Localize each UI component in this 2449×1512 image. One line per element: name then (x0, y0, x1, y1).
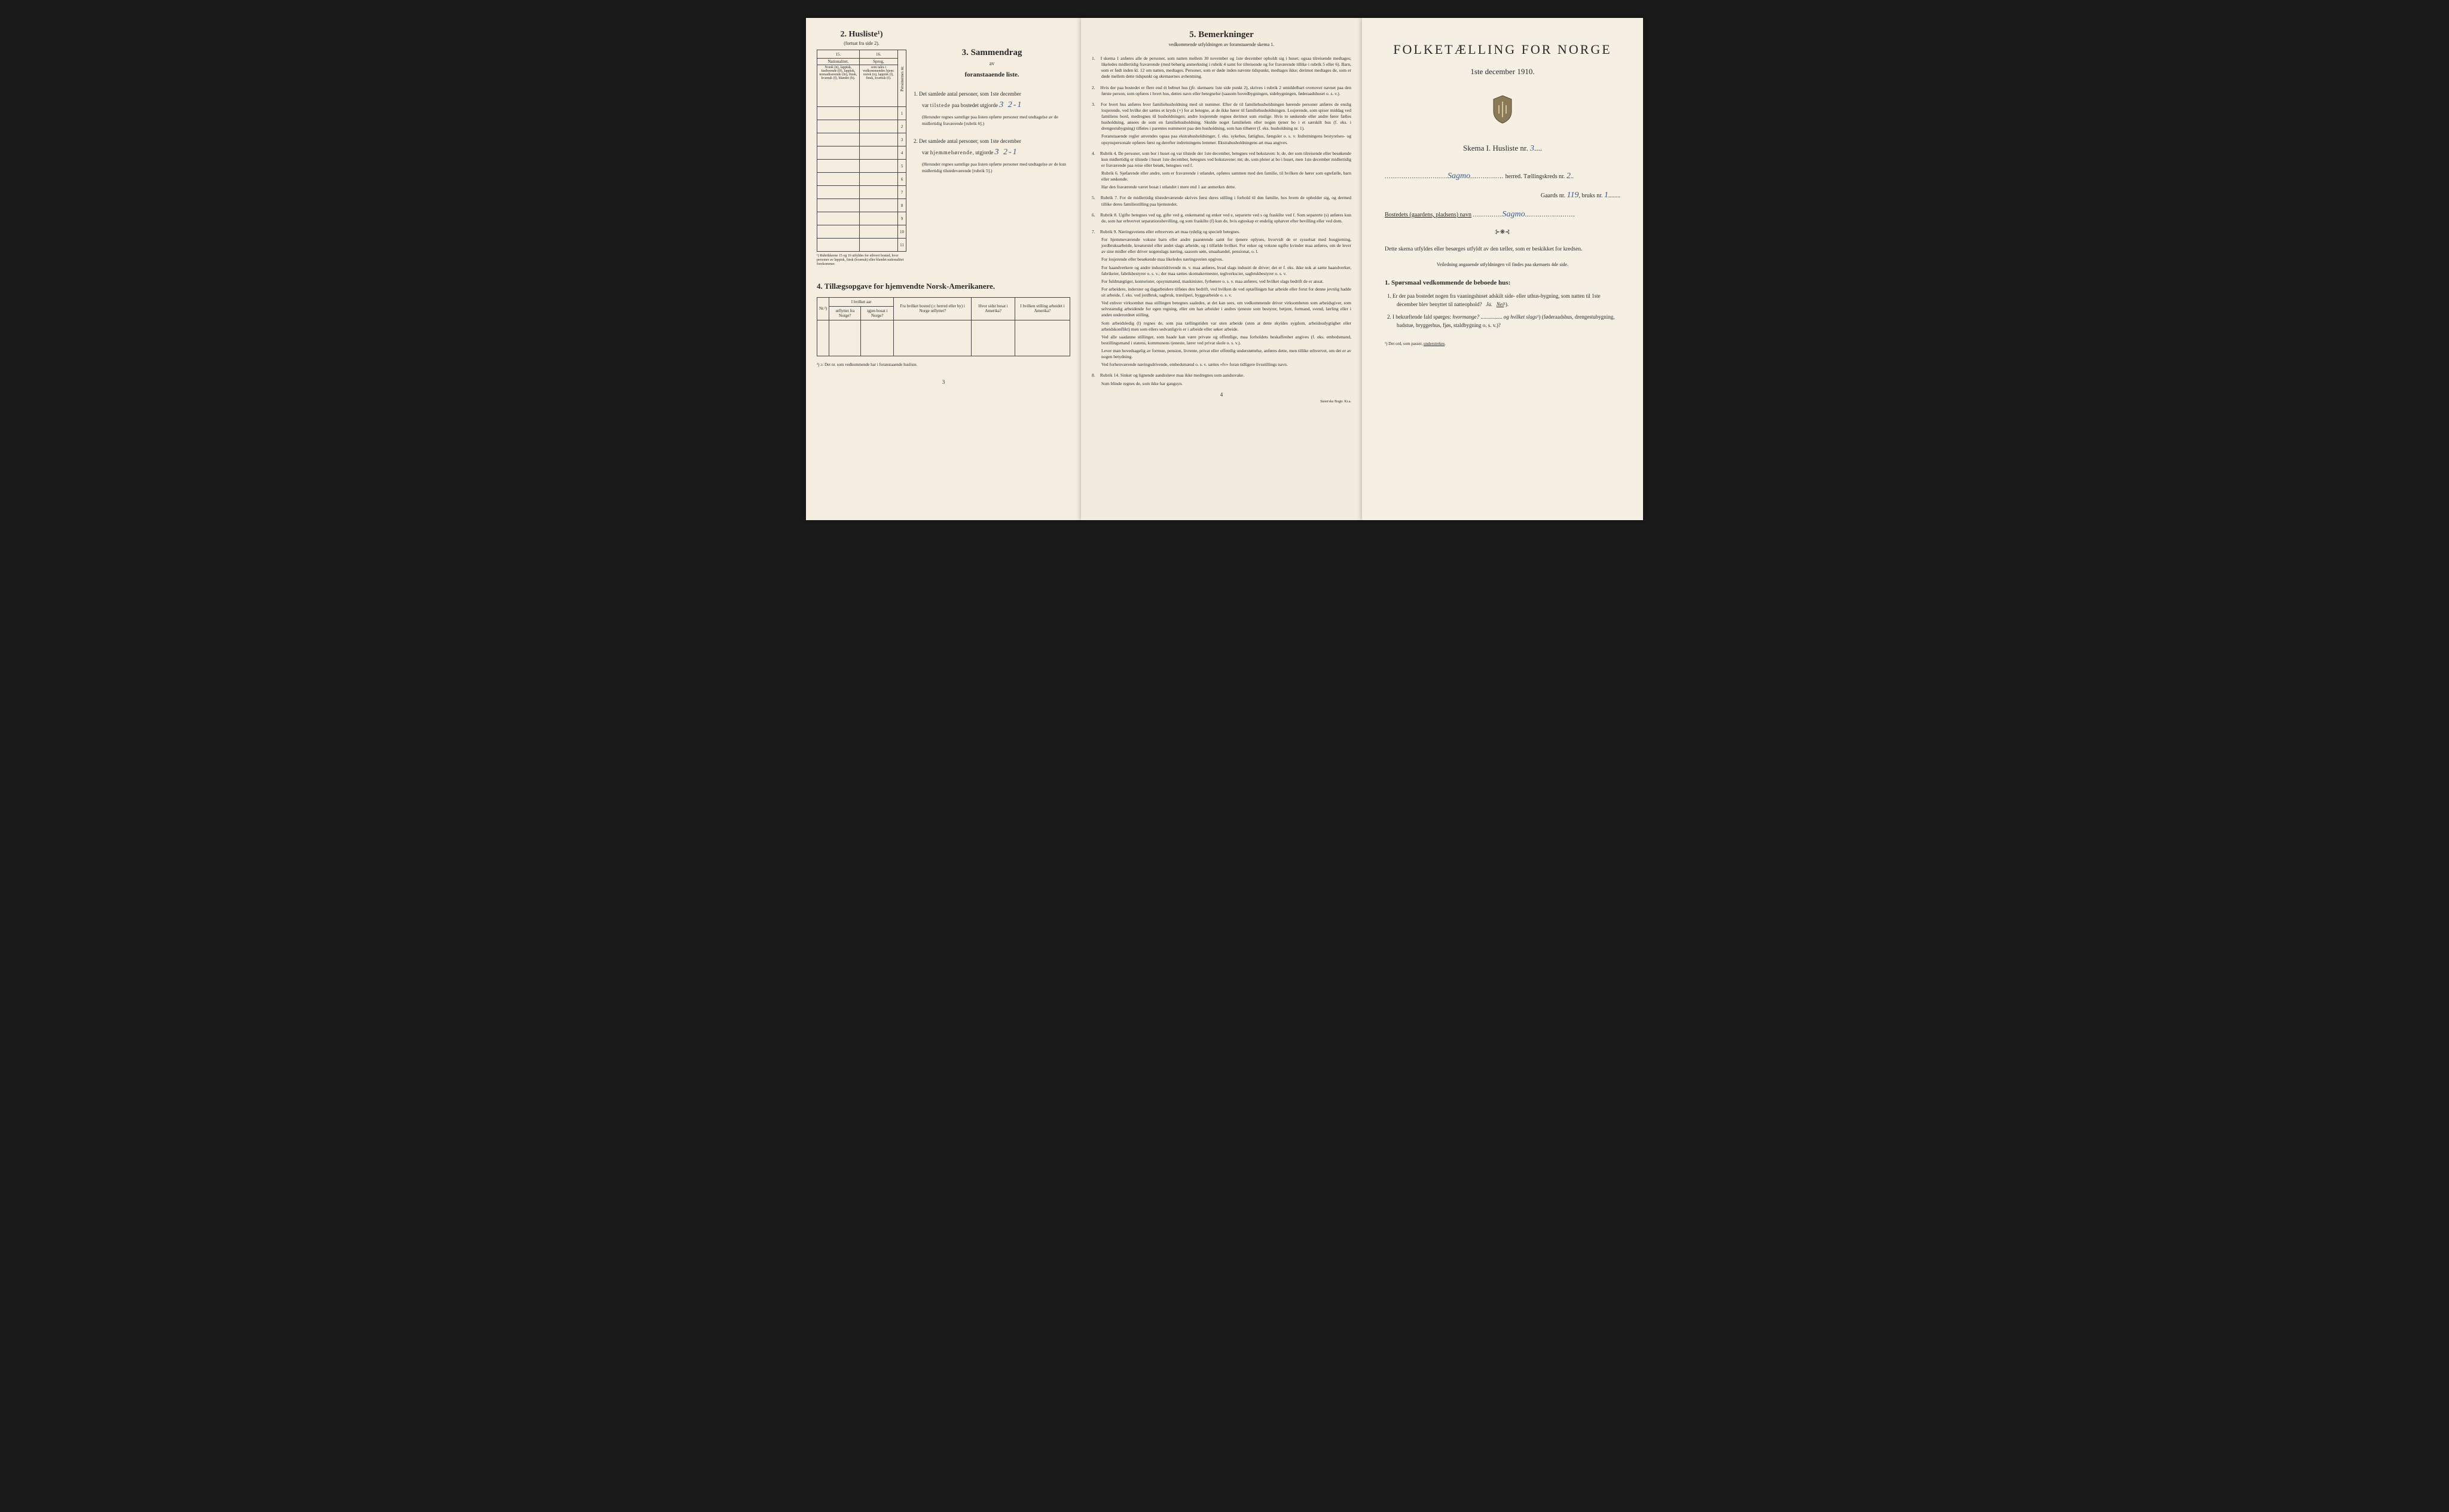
remark-item: 1. I skema 1 anføres alle de personer, s… (1092, 56, 1351, 80)
remark-item: 7. Rubrik 9. Næringsveiens eller erhverv… (1092, 229, 1351, 368)
sec5-title: 5. Bemerkninger (1092, 30, 1351, 40)
page-3: 2. Husliste¹) (fortsat fra side 2). 15.1… (806, 18, 1081, 520)
page-4: 5. Bemerkninger vedkommende utfyldningen… (1081, 18, 1362, 520)
sec3-title: 3. Sammendrag (914, 48, 1070, 58)
page-number: 4 (1092, 392, 1351, 398)
remarks-list: 1. I skema 1 anføres alle de personer, s… (1092, 56, 1351, 387)
summary-item-2: 2. Det samlede antal personer, som 1ste … (914, 138, 1070, 174)
remark-item: 5. Rubrik 7. For de midlertidig tilstede… (1092, 195, 1351, 207)
coat-of-arms-icon (1373, 94, 1632, 126)
nationality-table: 15.16.Personernes nr. Nationalitet.Sprog… (817, 50, 906, 252)
ornament-icon: ⊱❋⊰ (1373, 229, 1632, 236)
husliste-title: 2. Husliste¹) (817, 30, 906, 39)
intro-text: Dette skema utfyldes eller besørges utfy… (1385, 245, 1620, 253)
herred-field: ..............................Sagmo.....… (1373, 172, 1632, 181)
page-number: 3 (817, 379, 1070, 385)
summary-item-1: 1. Det samlede antal personer, som 1ste … (914, 90, 1070, 127)
remark-item: 6. Rubrik 8. Ugifte betegnes ved ug, gif… (1092, 212, 1351, 224)
page3-footnote: ¹) Det ord, som passer, understrekes. (1385, 341, 1620, 346)
census-document: 2. Husliste¹) (fortsat fra side 2). 15.1… (806, 18, 1643, 520)
question-heading: 1. Spørsmaal vedkommende de beboede hus: (1385, 279, 1620, 286)
remark-item: 4. Rubrik 4. De personer, som bor i huse… (1092, 151, 1351, 191)
bosted-field: Bostedets (gaardens, pladsens) navn ....… (1373, 210, 1632, 219)
main-title: FOLKETÆLLING FOR NORGE (1373, 42, 1632, 57)
remark-item: 8. Rubrik 14. Sinker og lignende aandssl… (1092, 372, 1351, 386)
census-date: 1ste december 1910. (1373, 67, 1632, 77)
husliste-sub: (fortsat fra side 2). (817, 41, 906, 46)
question-2: 2. I bekræftende fald spørges: hvormange… (1397, 313, 1620, 329)
page1-footnote: ²) ɔ: Det nr. som vedkommende har i fora… (817, 362, 1070, 367)
gaard-field: Gaards nr. 119, bruks nr. 1........ (1373, 191, 1632, 200)
question-1: 1. Er der paa bostedet nogen fra vaaning… (1397, 292, 1620, 308)
printer-mark: Steen'ske Bogtr. Kr.a. (1092, 400, 1351, 404)
sec4-american-returnees: 4. Tillægsopgave for hjemvendte Norsk-Am… (817, 282, 1070, 356)
table-footnote: ¹) Rubrikkerne 15 og 16 utfyldes for eth… (817, 254, 906, 267)
returnees-table: Nr.²) I hvilket aar Fra hvilket bosted (… (817, 297, 1070, 356)
remark-item: 3. For hvert hus anføres hver familiehus… (1092, 102, 1351, 146)
skema-line: Skema I. Husliste nr. 3.... (1373, 143, 1632, 154)
remark-item: 2. Hvis der paa bostedet er flere end ét… (1092, 85, 1351, 97)
page-1-cover: FOLKETÆLLING FOR NORGE 1ste december 191… (1362, 18, 1643, 520)
